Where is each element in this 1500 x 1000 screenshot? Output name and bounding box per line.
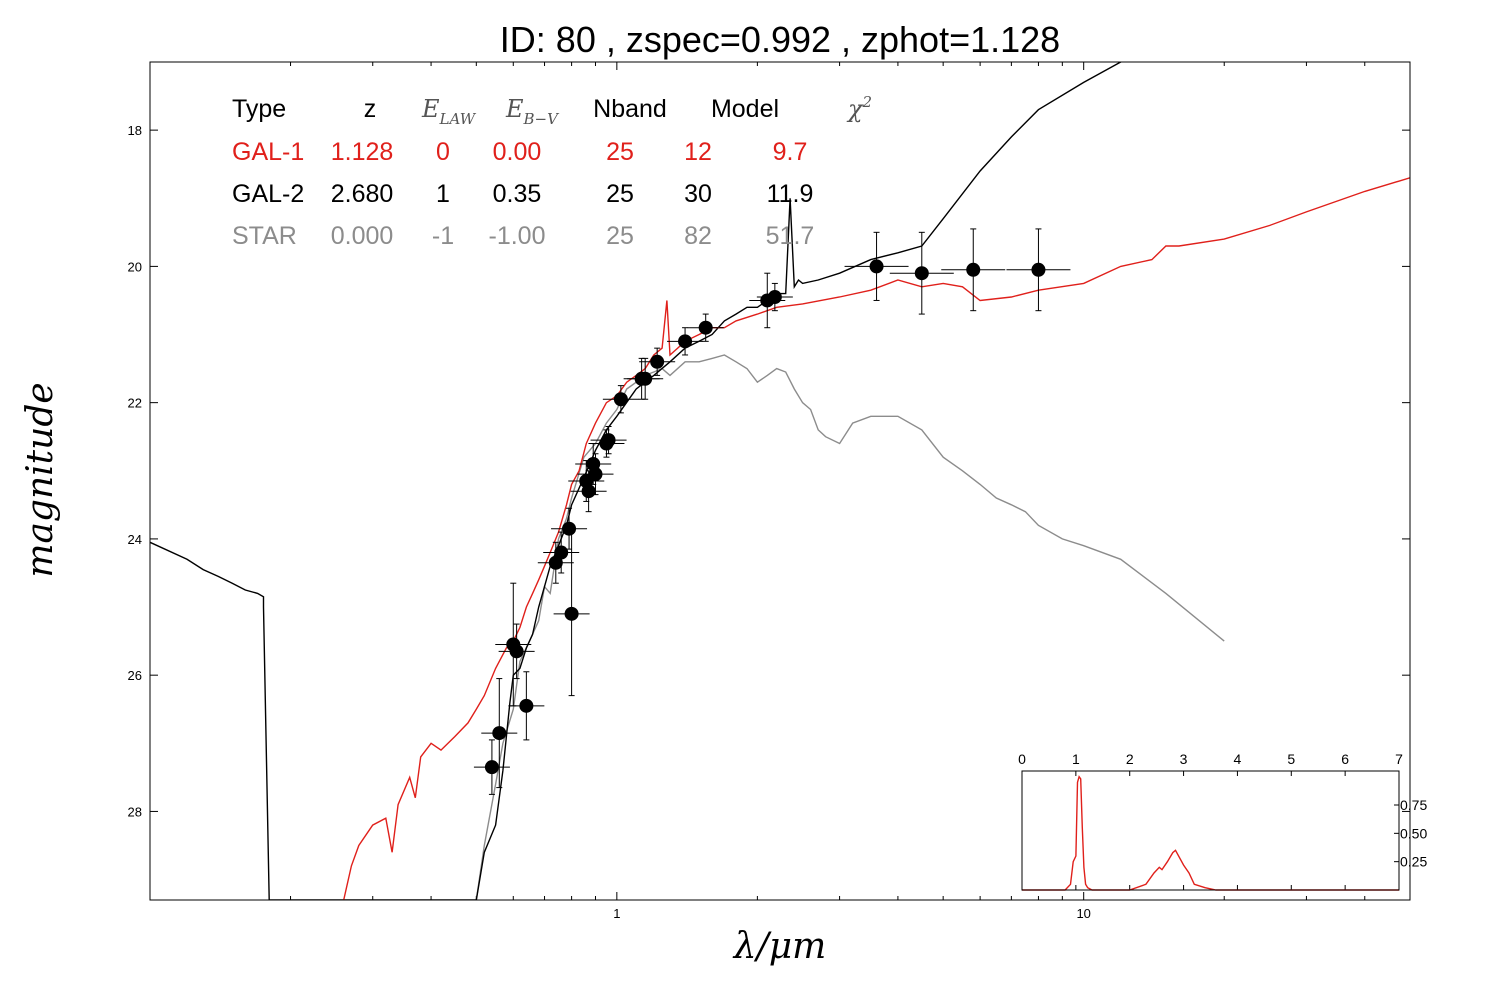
table-cell-type: GAL-2 — [232, 180, 304, 208]
table-header: Nband — [593, 95, 667, 123]
x-axis-label: λ/μm — [732, 926, 826, 967]
data-point — [581, 484, 596, 499]
table-cell-chi2: 51.7 — [766, 222, 815, 250]
inset-frame — [1021, 770, 1400, 891]
table-cell-ebv: 0.00 — [493, 138, 542, 166]
table-cell-type: STAR — [232, 222, 297, 250]
table-cell-elaw: 0 — [436, 138, 450, 166]
table-cell-nband: 25 — [606, 138, 634, 166]
y-axis-label: magnitude — [20, 382, 61, 577]
y-tick-label: 26 — [128, 668, 142, 683]
data-point — [914, 266, 929, 281]
table-header: Model — [711, 95, 779, 123]
data-point — [698, 320, 713, 335]
table-header-elaw: ELAW — [421, 95, 477, 128]
y-tick-label: 20 — [128, 259, 142, 274]
data-point — [601, 433, 616, 448]
data-point — [492, 726, 507, 741]
table-cell-z: 0.000 — [331, 222, 394, 250]
table-cell-elaw: -1 — [432, 222, 454, 250]
inset-x-tick-label: 1 — [1072, 751, 1080, 767]
inset-y-tick-label: 0.75 — [1400, 797, 1427, 813]
table-cell-nband: 25 — [606, 180, 634, 208]
table-header-ebv: EB−V — [505, 95, 560, 128]
data-point — [869, 259, 884, 274]
data-point — [966, 262, 981, 277]
inset-x-tick-label: 5 — [1287, 751, 1295, 767]
table-cell-model: 12 — [684, 138, 712, 166]
data-point — [1031, 262, 1046, 277]
inset-x-tick-label: 0 — [1018, 751, 1026, 767]
legend-table: Type z Nband Model ELAW EB−V χ2 GAL-1 1.128 0 0.00… — [232, 93, 872, 250]
y-tick-label: 24 — [128, 532, 142, 547]
inset-x-tick-label: 7 — [1395, 751, 1403, 767]
inset-background — [1022, 771, 1399, 890]
table-cell-ebv: 0.35 — [493, 180, 542, 208]
table-header: Type — [232, 95, 286, 123]
table-cell-ebv: -1.00 — [489, 222, 546, 250]
data-point — [613, 392, 628, 407]
table-cell-nband: 25 — [606, 222, 634, 250]
data-point — [562, 521, 577, 536]
table-header-chi2: χ2 — [846, 93, 872, 123]
data-point — [484, 760, 499, 775]
table-cell-elaw: 1 — [436, 180, 450, 208]
data-point — [509, 644, 524, 659]
data-point — [588, 467, 603, 482]
data-point — [564, 606, 579, 621]
data-point — [554, 545, 569, 560]
inset-x-tick-label: 6 — [1341, 751, 1349, 767]
table-cell-z: 2.680 — [331, 180, 394, 208]
x-tick-label: 1 — [613, 906, 620, 921]
series-line-gal-2 — [150, 62, 1124, 900]
data-point — [519, 698, 534, 713]
table-cell-chi2: 11.9 — [767, 180, 814, 208]
series-line-star — [475, 354, 1225, 900]
table-cell-z: 1.128 — [331, 138, 394, 166]
inset-x-tick-label: 3 — [1180, 751, 1188, 767]
y-tick-label: 18 — [128, 123, 142, 138]
data-point — [650, 354, 665, 369]
pdf-inset-plot: 0 1 2 3 4 5 6 7 0.25 0.50 0.75 — [1018, 751, 1427, 891]
plot-frame — [149, 61, 1411, 901]
table-header: z — [364, 95, 377, 123]
x-tick-label: 10 — [1076, 906, 1090, 921]
table-cell-chi2: 9.7 — [773, 138, 808, 166]
inset-y-tick-label: 0.25 — [1400, 854, 1427, 870]
table-cell-type: GAL-1 — [232, 138, 304, 166]
chart-title: ID: 80 , zspec=0.992 , zphot=1.128 — [500, 19, 1060, 60]
data-point — [638, 371, 653, 386]
inset-x-tick-label: 4 — [1234, 751, 1242, 767]
y-tick-label: 28 — [128, 804, 142, 819]
inset-x-tick-label: 2 — [1126, 751, 1134, 767]
data-point — [767, 290, 782, 305]
table-cell-model: 30 — [684, 180, 712, 208]
data-point — [678, 334, 693, 349]
table-cell-model: 82 — [684, 222, 712, 250]
inset-y-tick-label: 0.50 — [1400, 825, 1427, 841]
y-tick-label: 22 — [128, 396, 142, 411]
